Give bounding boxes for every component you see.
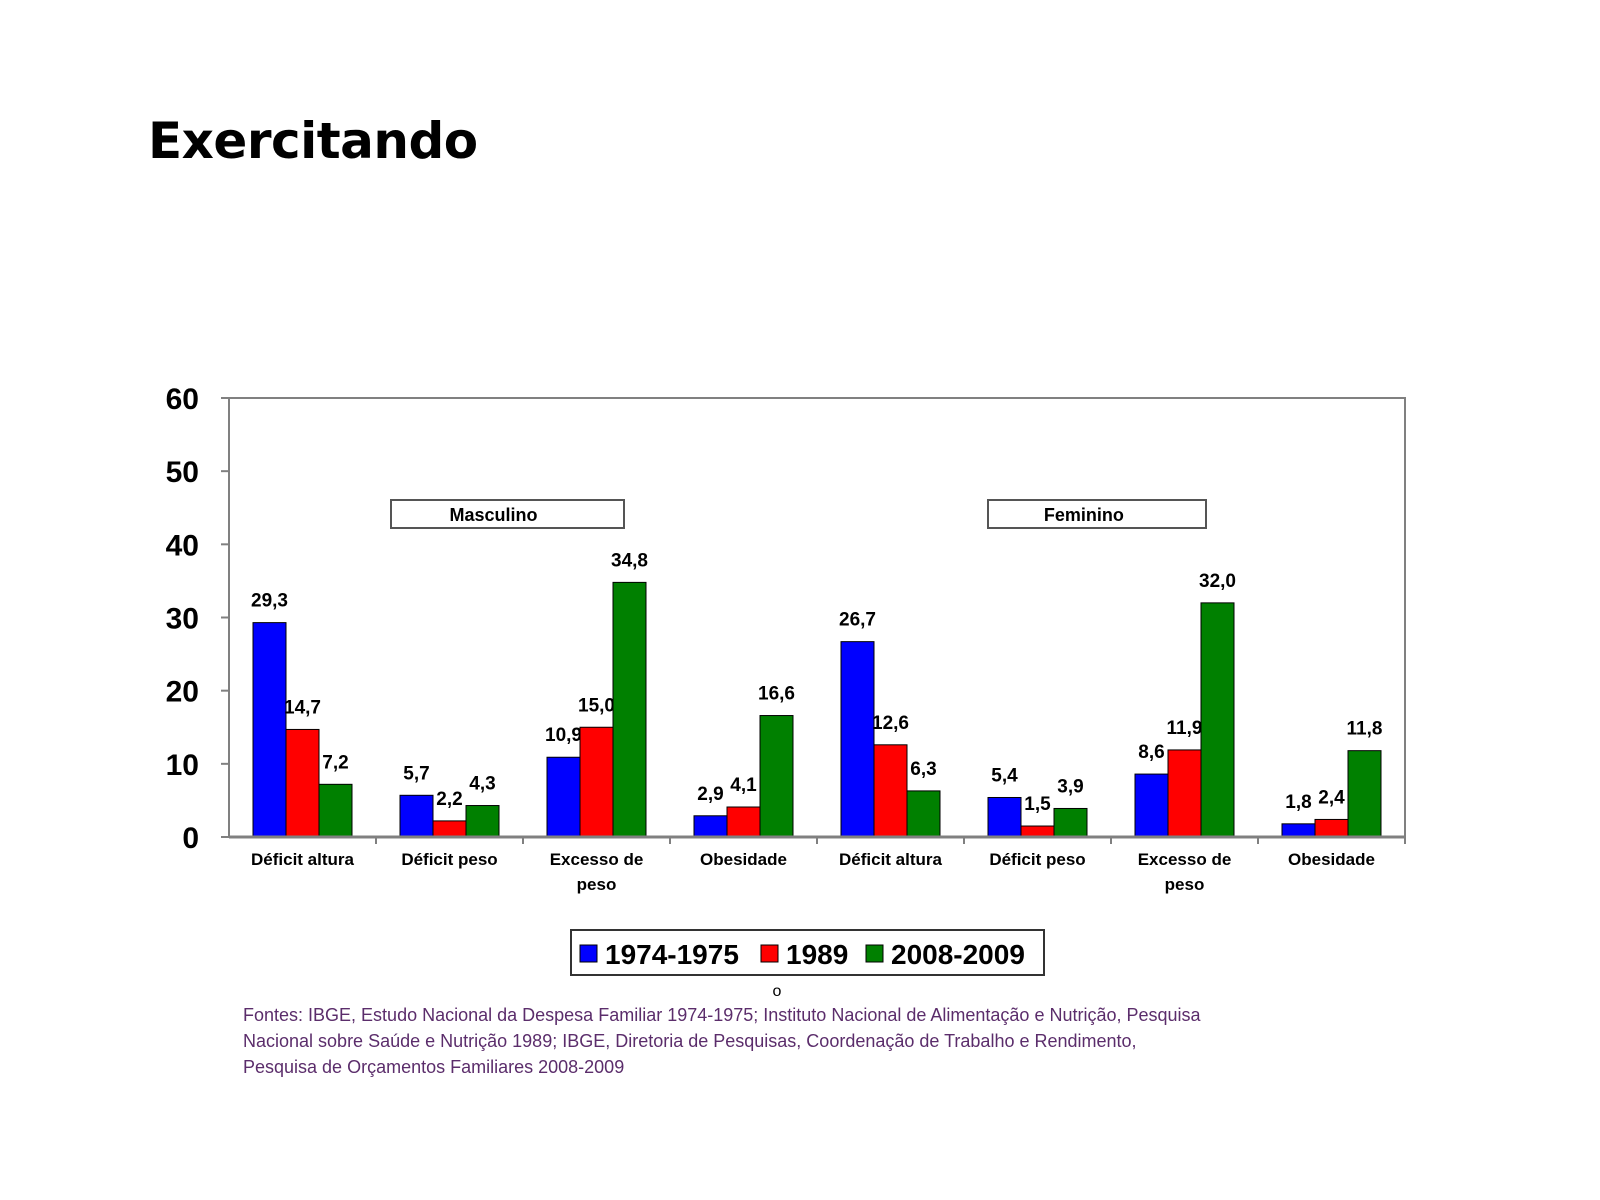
data-label: 10,9 (545, 725, 582, 746)
data-label: 6,3 (910, 759, 936, 780)
bar-2008-2009 (1347, 750, 1382, 838)
data-label: 5,4 (991, 765, 1018, 786)
data-label: 26,7 (839, 610, 876, 631)
legend-swatch (865, 944, 884, 963)
legend-swatch (579, 944, 598, 963)
bar-2008-2009 (612, 581, 647, 838)
x-tick-label: peso (1165, 875, 1205, 894)
bar-1974-1975 (1281, 823, 1316, 838)
data-label: 16,6 (758, 684, 795, 705)
data-label: 12,6 (872, 713, 909, 734)
y-tick-label: 10 (166, 749, 199, 782)
bar-1974-1975 (1134, 773, 1169, 838)
bar-1989 (873, 744, 908, 838)
x-tick-label: Déficit peso (989, 850, 1085, 869)
data-label: 1,8 (1285, 792, 1311, 813)
legend-label: 1989 (786, 939, 848, 970)
y-tick-label: 50 (166, 456, 199, 489)
data-label: 1,5 (1024, 794, 1051, 815)
x-tick-label: Excesso de (550, 850, 644, 869)
y-tick-label: 60 (166, 383, 199, 416)
bar-2008-2009 (1053, 807, 1088, 838)
bar-1989 (579, 726, 614, 838)
data-label: 32,0 (1199, 571, 1236, 592)
legend-label: 2008-2009 (891, 939, 1025, 970)
group-label: Masculino (450, 505, 538, 525)
data-label: 11,8 (1347, 719, 1383, 740)
group-label-box (987, 499, 1207, 529)
legend-swatch (760, 944, 779, 963)
bar-2008-2009 (906, 790, 941, 838)
data-label: 29,3 (251, 591, 288, 612)
bar-2008-2009 (318, 783, 353, 838)
source-line: Nacional sobre Saúde e Nutrição 1989; IB… (243, 1031, 1137, 1051)
data-label: 15,0 (578, 695, 615, 716)
source-note: Fontes: IBGE, Estudo Nacional da Despesa… (243, 1002, 1343, 1080)
group-label: Feminino (1044, 505, 1124, 525)
source-line: Pesquisa de Orçamentos Familiares 2008-2… (243, 1057, 625, 1077)
data-label: 5,7 (403, 763, 429, 784)
marker-text: o (773, 983, 782, 1000)
bar-1989 (432, 820, 467, 838)
y-tick-label: 20 (166, 676, 199, 709)
data-label: 14,7 (284, 697, 321, 718)
bar-1974-1975 (252, 622, 287, 838)
x-tick-label: Déficit peso (401, 850, 497, 869)
y-tick-label: 0 (182, 822, 199, 855)
group-label-box (390, 499, 625, 529)
x-tick-label: Excesso de (1138, 850, 1232, 869)
bar-1989 (285, 728, 320, 838)
data-label: 11,9 (1167, 718, 1203, 739)
bar-1974-1975 (840, 641, 875, 838)
data-label: 2,4 (1318, 787, 1345, 808)
y-tick-label: 30 (166, 603, 199, 636)
x-tick-label: Déficit altura (839, 850, 943, 869)
bar-1974-1975 (546, 756, 581, 838)
bar-2008-2009 (465, 805, 500, 838)
x-tick-label: Obesidade (700, 850, 787, 869)
bar-1989 (1314, 818, 1349, 838)
x-tick-label: Obesidade (1288, 850, 1375, 869)
data-label: 7,2 (322, 752, 348, 773)
bar-1974-1975 (987, 796, 1022, 838)
bar-1989 (726, 806, 761, 838)
data-label: 34,8 (611, 550, 648, 571)
slide-title: Exercitando (148, 112, 478, 170)
bar-1989 (1167, 749, 1202, 838)
bar-2008-2009 (759, 715, 794, 838)
bar-1974-1975 (693, 815, 728, 838)
data-label: 4,1 (730, 775, 757, 796)
x-tick-label: peso (577, 875, 617, 894)
bar-1989 (1020, 825, 1055, 838)
legend (570, 929, 1045, 976)
y-tick-label: 40 (166, 529, 199, 562)
data-label: 2,9 (697, 784, 723, 805)
source-line: Fontes: IBGE, Estudo Nacional da Despesa… (243, 1005, 1201, 1025)
data-label: 8,6 (1138, 742, 1164, 763)
data-label: 4,3 (469, 774, 495, 795)
data-label: 3,9 (1057, 776, 1083, 797)
legend-label: 1974-1975 (605, 939, 739, 970)
x-tick-label: Déficit altura (251, 850, 355, 869)
bar-1974-1975 (399, 794, 434, 838)
data-label: 2,2 (436, 789, 462, 810)
bar-2008-2009 (1200, 602, 1235, 838)
